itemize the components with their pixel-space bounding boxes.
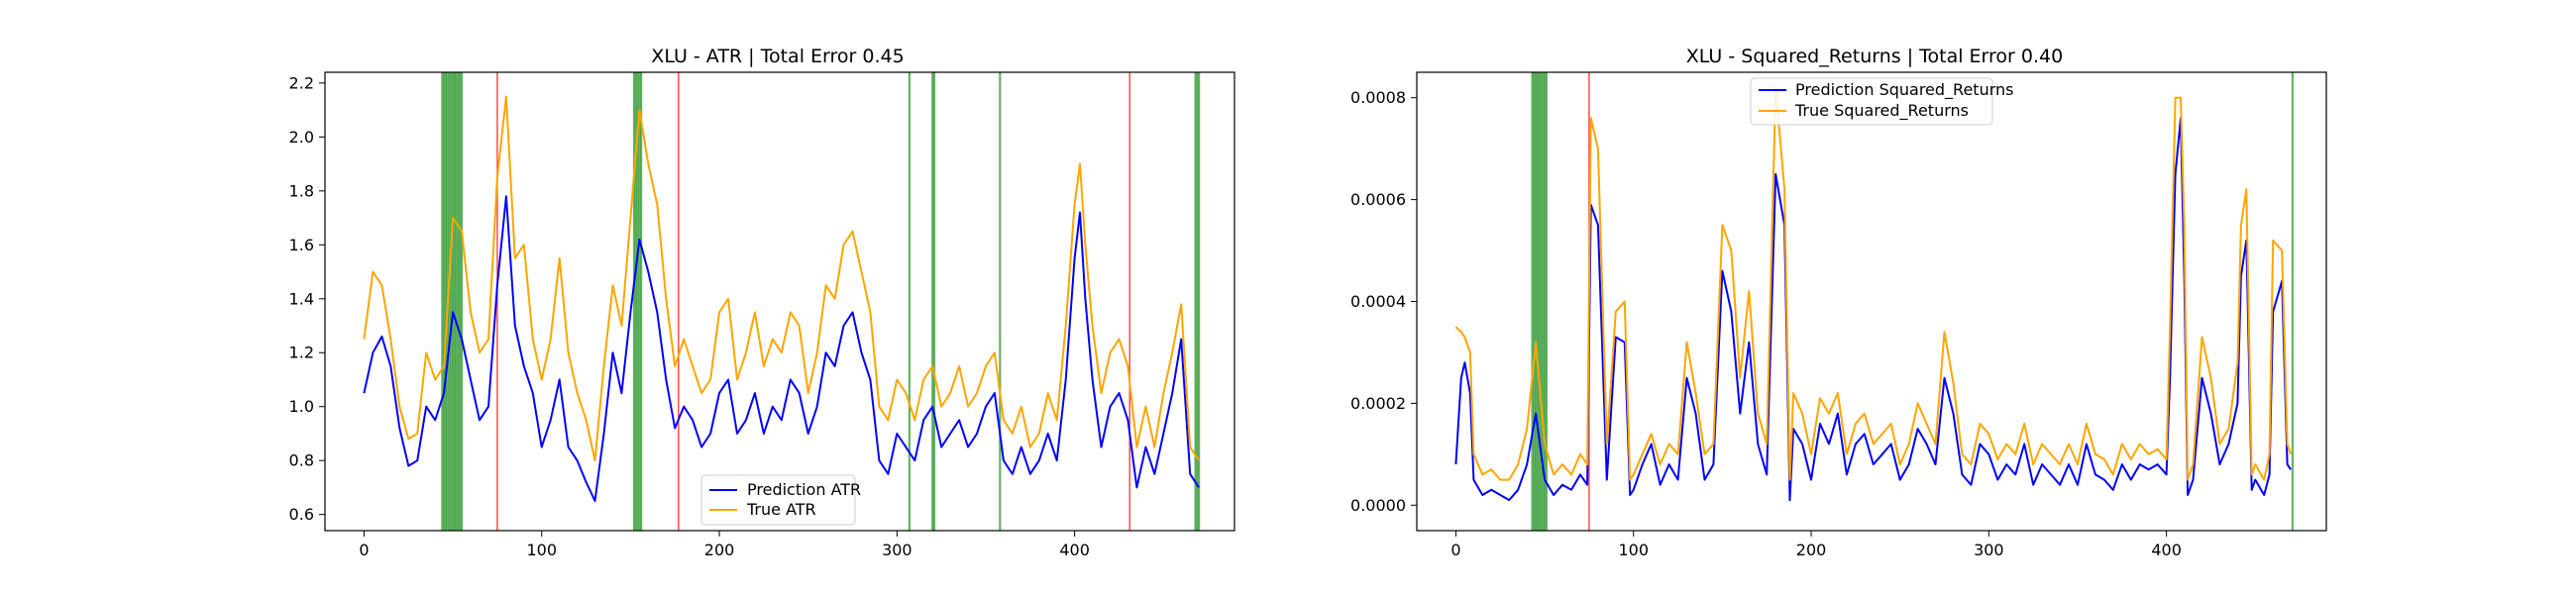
- chart-squared-returns: XLU - Squared_Returns | Total Error 0.40…: [1350, 46, 2327, 559]
- chart-atr-y-tick-label: 1.8: [289, 181, 314, 200]
- chart-atr-x-tick-label: 400: [1059, 541, 1090, 559]
- chart-atr-series-line-true: [363, 95, 1200, 462]
- chart-squared-returns-legend-label-true: True Squared_Returns: [1794, 101, 1969, 121]
- chart-atr-title: XLU - ATR | Total Error 0.45: [651, 46, 904, 67]
- chart-atr-y-tick-label: 1.6: [289, 236, 314, 254]
- chart-squared-returns-y-tick-label: 0.0006: [1350, 190, 1406, 209]
- chart-atr-y-tick-label: 1.4: [289, 289, 314, 308]
- chart-atr: XLU - ATR | Total Error 0.45 0 100 200 300 4…: [289, 46, 1235, 559]
- chart-squared-returns-x-tick-label: 300: [1974, 541, 2004, 559]
- chart-atr-series-line-prediction: [363, 195, 1200, 502]
- chart-atr-x-tick-label: 0: [359, 541, 369, 559]
- chart-atr-legend: Prediction ATR True ATR: [700, 474, 861, 526]
- chart-squared-returns-y-tick-label: 0.0002: [1350, 394, 1406, 413]
- chart-squared-returns-legend-label-prediction: Prediction Squared_Returns: [1795, 80, 2013, 100]
- chart-squared-returns-title: XLU - Squared_Returns | Total Error 0.40: [1686, 46, 2063, 67]
- chart-squared-returns-legend: Prediction Squared_Returns True Squared_…: [1750, 77, 2013, 126]
- chart-atr-legend-label-prediction: Prediction ATR: [747, 480, 861, 499]
- chart-squared-returns-x-tick-label: 0: [1450, 541, 1460, 559]
- chart-squared-returns-y-axis: 0.0000 0.0002 0.0004 0.0006 0.0008: [1350, 88, 1417, 515]
- chart-atr-y-tick-label: 2.2: [289, 73, 314, 92]
- chart-squared-returns-series: [1454, 86, 2293, 502]
- chart-atr-plot-frame: [324, 71, 1235, 532]
- chart-atr-x-tick-label: 200: [704, 541, 735, 559]
- chart-atr-y-tick-label: 0.6: [289, 505, 314, 524]
- chart-squared-returns-y-tick-label: 0.0008: [1350, 88, 1406, 107]
- chart-squared-returns-series-line-true: [1454, 86, 2293, 481]
- chart-atr-y-tick-label: 0.8: [289, 451, 314, 470]
- chart-squared-returns-x-tick-label: 100: [1618, 541, 1649, 559]
- chart-atr-y-tick-label: 1.0: [289, 397, 314, 416]
- chart-atr-series: [363, 95, 1200, 502]
- chart-atr-legend-label-true: True ATR: [746, 500, 816, 519]
- chart-atr-y-axis: 0.6 0.8 1.0 1.2 1.4 1.6 1.8 2.0 2.2: [289, 73, 325, 524]
- chart-atr-y-tick-label: 1.2: [289, 344, 314, 362]
- chart-squared-returns-x-tick-label: 400: [2151, 541, 2182, 559]
- chart-squared-returns-y-tick-label: 0.0000: [1350, 496, 1406, 515]
- chart-squared-returns-legend-box: [1750, 77, 1993, 126]
- chart-atr-x-tick-label: 300: [882, 541, 912, 559]
- chart-squared-returns-x-axis: 0 100 200 300 400: [1450, 531, 2182, 559]
- chart-atr-legend-box: [700, 474, 856, 526]
- chart-atr-x-axis: 0 100 200 300 400: [359, 531, 1090, 559]
- chart-atr-x-tick-label: 100: [526, 541, 557, 559]
- chart-squared-returns-y-tick-label: 0.0004: [1350, 292, 1406, 311]
- chart-squared-returns-x-tick-label: 200: [1796, 541, 1827, 559]
- chart-atr-y-tick-label: 2.0: [289, 128, 314, 147]
